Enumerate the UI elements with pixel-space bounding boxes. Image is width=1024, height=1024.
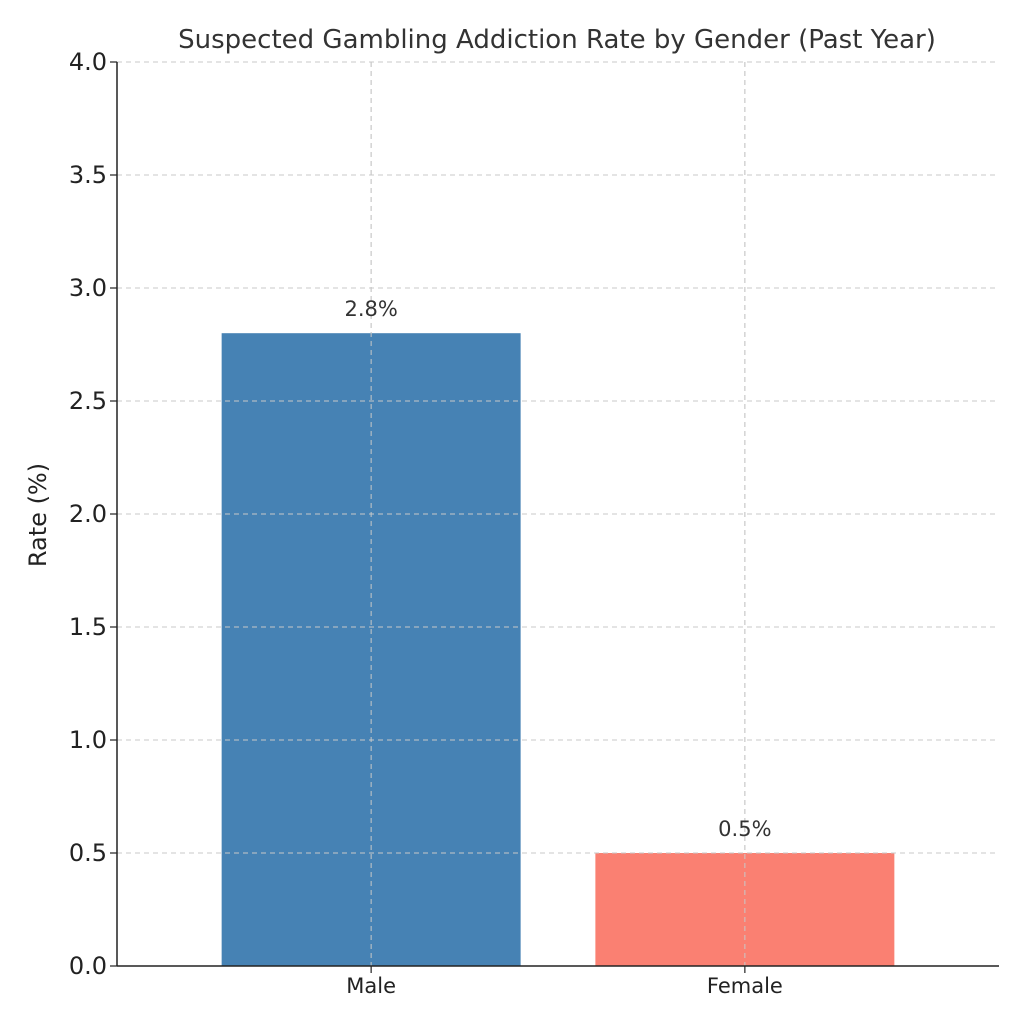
labels: 0.0 0.5 1.0 1.5 2.0 2.5 3.0 3.5 4.0 Male Female 2.8…	[69, 48, 783, 998]
y-tick-label: 3.0	[69, 274, 107, 302]
y-axis-label: Rate (%)	[24, 463, 52, 567]
chart-title: Suspected Gambling Addiction Rate by Gen…	[178, 25, 936, 55]
data-label-female: 0.5%	[718, 817, 771, 841]
x-tick-label-male: Male	[346, 974, 396, 998]
y-tick-label: 2.5	[69, 387, 107, 415]
bars	[117, 61, 999, 967]
axes	[110, 61, 999, 973]
y-tick-label: 3.5	[69, 161, 107, 189]
data-label-male: 2.8%	[344, 297, 397, 321]
y-tick-label: 1.0	[69, 726, 107, 754]
y-tick-label: 2.0	[69, 500, 107, 528]
y-tick-label: 0.0	[69, 952, 107, 980]
y-tick-label: 4.0	[69, 48, 107, 76]
y-tick-label: 1.5	[69, 613, 107, 641]
y-tick-label: 0.5	[69, 839, 107, 867]
x-tick-label-female: Female	[707, 974, 783, 998]
